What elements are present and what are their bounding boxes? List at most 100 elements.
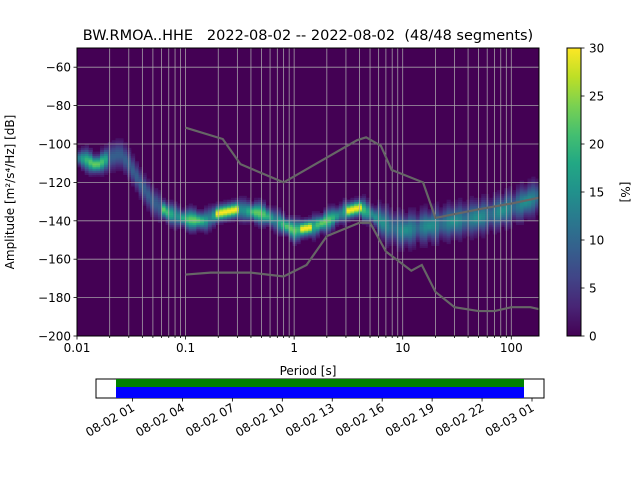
histogram-cell — [80, 165, 86, 168]
histogram-cell — [204, 222, 209, 225]
histogram-cell — [304, 226, 309, 229]
histogram-cell — [535, 203, 539, 206]
histogram-cell — [311, 230, 317, 233]
histogram-cell — [157, 197, 163, 200]
histogram-cell — [288, 220, 293, 224]
histogram-cell — [512, 218, 517, 222]
histogram-cell — [354, 201, 359, 204]
histogram-cell — [115, 151, 120, 154]
histogram-cell — [154, 215, 159, 218]
histogram-cell — [284, 228, 290, 231]
histogram-cell — [523, 211, 528, 214]
histogram-cell — [223, 205, 228, 208]
histogram-cell — [219, 201, 224, 204]
histogram-cell — [269, 211, 274, 214]
histogram-cell — [458, 218, 463, 222]
histogram-cell — [423, 211, 428, 214]
histogram-cell — [519, 186, 524, 189]
histogram-cell — [423, 218, 428, 222]
histogram-cell — [385, 205, 390, 208]
histogram-cell — [527, 192, 532, 195]
histogram-cell — [215, 207, 220, 210]
histogram-cell — [415, 236, 421, 239]
histogram-cell — [423, 234, 428, 237]
histogram-cell — [431, 228, 436, 231]
histogram-cell — [354, 216, 359, 220]
histogram-cell — [396, 211, 401, 214]
histogram-cell — [411, 220, 417, 224]
histogram-cell — [192, 213, 197, 216]
histogram-cell — [180, 222, 186, 225]
histogram-cell — [315, 234, 320, 237]
histogram-cell — [408, 222, 413, 225]
histogram-cell — [115, 155, 120, 158]
histogram-cell — [169, 203, 174, 206]
histogram-cell — [130, 153, 136, 156]
histogram-cell — [431, 207, 436, 210]
histogram-cell — [92, 155, 97, 158]
histogram-cell — [246, 201, 251, 204]
histogram-cell — [515, 190, 521, 193]
histogram-cell — [111, 157, 116, 160]
histogram-cell — [515, 216, 521, 220]
histogram-cell — [458, 213, 463, 216]
histogram-cell — [462, 205, 467, 208]
histogram-cell — [130, 167, 136, 170]
histogram-cell — [381, 234, 386, 237]
histogram-cell — [288, 238, 293, 241]
histogram-cell — [142, 201, 147, 204]
histogram-cell — [146, 186, 151, 189]
histogram-cell — [361, 211, 367, 214]
histogram-cell — [242, 207, 247, 210]
histogram-cell — [469, 220, 474, 224]
histogram-cell — [411, 218, 417, 222]
histogram-cell — [415, 213, 421, 216]
histogram-cell — [111, 144, 116, 147]
histogram-cell — [435, 220, 440, 224]
histogram-cell — [96, 165, 101, 168]
histogram-cell — [358, 216, 363, 220]
histogram-cell — [396, 240, 401, 243]
histogram-cell — [277, 207, 282, 210]
histogram-cell — [408, 224, 413, 227]
histogram-cell — [377, 209, 382, 212]
histogram-cell — [442, 234, 447, 237]
histogram-cell — [207, 222, 213, 225]
histogram-cell — [408, 226, 413, 229]
histogram-cell — [408, 240, 413, 243]
histogram-cell — [311, 234, 317, 237]
histogram-cell — [231, 207, 236, 210]
histogram-cell — [519, 215, 524, 218]
histogram-cell — [512, 205, 517, 208]
histogram-cell — [442, 236, 447, 239]
histogram-cell — [515, 193, 521, 197]
histogram-cell — [385, 226, 390, 229]
histogram-cell — [119, 163, 124, 166]
histogram-cell — [462, 236, 467, 239]
histogram-cell — [373, 209, 378, 212]
histogram-cell — [169, 213, 174, 216]
histogram-cell — [388, 218, 394, 222]
histogram-cell — [196, 230, 201, 233]
histogram-cell — [331, 220, 336, 224]
histogram-cell — [130, 163, 136, 166]
histogram-cell — [446, 211, 451, 214]
histogram-cell — [311, 213, 317, 216]
histogram-cell — [527, 188, 532, 191]
histogram-cell — [273, 222, 278, 225]
histogram-cell — [207, 205, 213, 208]
histogram-cell — [177, 207, 182, 210]
histogram-cell — [103, 151, 109, 154]
histogram-cell — [469, 203, 474, 206]
histogram-cell — [469, 226, 474, 229]
histogram-cell — [100, 147, 105, 151]
histogram-cell — [515, 211, 521, 214]
histogram-cell — [423, 215, 428, 218]
histogram-cell — [261, 220, 267, 224]
histogram-cell — [315, 220, 320, 224]
histogram-cell — [492, 224, 498, 227]
histogram-cell — [77, 155, 82, 158]
histogram-cell — [385, 207, 390, 210]
histogram-cell — [515, 197, 521, 200]
histogram-cell — [92, 168, 97, 172]
